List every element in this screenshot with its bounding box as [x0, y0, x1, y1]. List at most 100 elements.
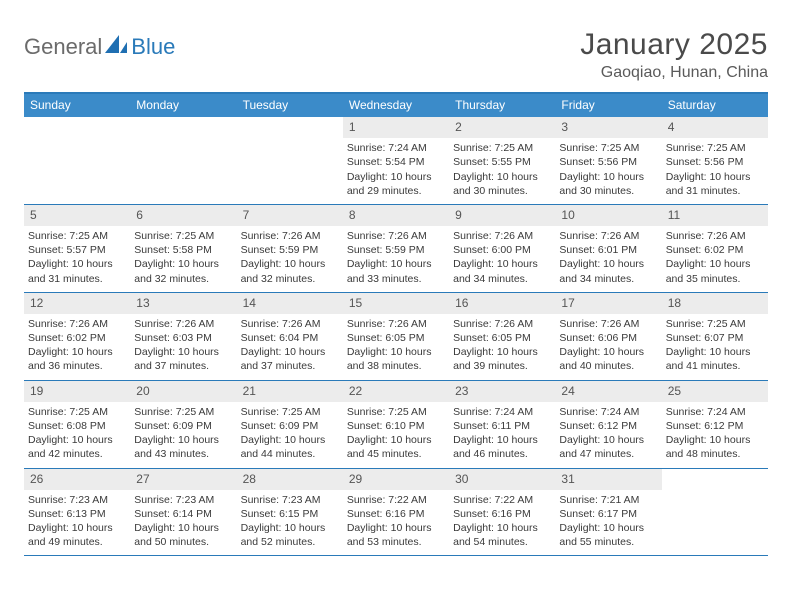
day-info-line: Daylight: 10 hours [134, 521, 232, 535]
calendar-page: General Blue January 2025 Gaoqiao, Hunan… [0, 0, 792, 576]
day-number: 18 [662, 293, 768, 314]
day-cell: 10Sunrise: 7:26 AMSunset: 6:01 PMDayligh… [555, 205, 661, 292]
weekday-header-row: SundayMondayTuesdayWednesdayThursdayFrid… [24, 94, 768, 117]
logo-text-blue: Blue [131, 34, 175, 60]
day-info-line: and 52 minutes. [241, 535, 339, 549]
day-info-line: Daylight: 10 hours [453, 521, 551, 535]
day-cell: 3Sunrise: 7:25 AMSunset: 5:56 PMDaylight… [555, 117, 661, 204]
week-row: 1Sunrise: 7:24 AMSunset: 5:54 PMDaylight… [24, 117, 768, 205]
day-info-line: and 32 minutes. [241, 272, 339, 286]
day-info-line: Sunrise: 7:23 AM [28, 493, 126, 507]
day-number: 3 [555, 117, 661, 138]
day-info-line: and 46 minutes. [453, 447, 551, 461]
day-info-line: and 50 minutes. [134, 535, 232, 549]
day-info-line: and 48 minutes. [666, 447, 764, 461]
day-info-line: and 30 minutes. [453, 184, 551, 198]
day-info-line: Sunset: 6:12 PM [559, 419, 657, 433]
day-cell [662, 469, 768, 556]
day-cell: 7Sunrise: 7:26 AMSunset: 5:59 PMDaylight… [237, 205, 343, 292]
day-info-line: and 43 minutes. [134, 447, 232, 461]
day-cell: 18Sunrise: 7:25 AMSunset: 6:07 PMDayligh… [662, 293, 768, 380]
day-info-line: and 35 minutes. [666, 272, 764, 286]
day-number: 26 [24, 469, 130, 490]
weekday-header: Tuesday [237, 94, 343, 117]
day-info-line: Daylight: 10 hours [347, 433, 445, 447]
week-row: 12Sunrise: 7:26 AMSunset: 6:02 PMDayligh… [24, 293, 768, 381]
day-info-line: Sunset: 6:08 PM [28, 419, 126, 433]
day-info-line: Sunset: 5:58 PM [134, 243, 232, 257]
day-cell: 16Sunrise: 7:26 AMSunset: 6:05 PMDayligh… [449, 293, 555, 380]
day-cell: 13Sunrise: 7:26 AMSunset: 6:03 PMDayligh… [130, 293, 236, 380]
day-info-line: Daylight: 10 hours [559, 345, 657, 359]
day-info-line: Daylight: 10 hours [453, 433, 551, 447]
day-info-line: and 39 minutes. [453, 359, 551, 373]
day-cell: 2Sunrise: 7:25 AMSunset: 5:55 PMDaylight… [449, 117, 555, 204]
day-info-line: Daylight: 10 hours [28, 345, 126, 359]
day-cell: 8Sunrise: 7:26 AMSunset: 5:59 PMDaylight… [343, 205, 449, 292]
day-number: 29 [343, 469, 449, 490]
day-number: 11 [662, 205, 768, 226]
day-number: 28 [237, 469, 343, 490]
day-info-line: and 34 minutes. [453, 272, 551, 286]
day-info-line: Sunrise: 7:24 AM [559, 405, 657, 419]
day-info-line: and 31 minutes. [28, 272, 126, 286]
day-info-line: Sunset: 6:10 PM [347, 419, 445, 433]
day-info-line: and 45 minutes. [347, 447, 445, 461]
day-info-line: Sunrise: 7:26 AM [241, 317, 339, 331]
weekday-header: Saturday [662, 94, 768, 117]
day-info-line: Daylight: 10 hours [241, 345, 339, 359]
day-info-line: Sunset: 6:12 PM [666, 419, 764, 433]
day-info-line: Sunset: 6:17 PM [559, 507, 657, 521]
day-number: 7 [237, 205, 343, 226]
day-number: 4 [662, 117, 768, 138]
day-info-line: Daylight: 10 hours [559, 170, 657, 184]
sail-icon [105, 35, 127, 60]
day-number: 19 [24, 381, 130, 402]
day-info-line: Sunset: 6:16 PM [347, 507, 445, 521]
day-number: 25 [662, 381, 768, 402]
day-info-line: Sunrise: 7:24 AM [453, 405, 551, 419]
day-cell: 30Sunrise: 7:22 AMSunset: 6:16 PMDayligh… [449, 469, 555, 556]
day-info-line: and 44 minutes. [241, 447, 339, 461]
day-info-line: and 33 minutes. [347, 272, 445, 286]
day-info-line: Sunrise: 7:24 AM [347, 141, 445, 155]
day-info-line: Sunrise: 7:24 AM [666, 405, 764, 419]
day-info-line: Daylight: 10 hours [453, 345, 551, 359]
day-info-line: and 37 minutes. [134, 359, 232, 373]
day-cell [237, 117, 343, 204]
day-cell: 25 Sunrise: 7:24 AMSunset: 6:12 PMDayligh… [662, 381, 768, 468]
day-number [24, 117, 130, 138]
day-number: 31 [555, 469, 661, 490]
day-info-line: Sunset: 6:09 PM [241, 419, 339, 433]
day-info-line: Sunset: 6:02 PM [666, 243, 764, 257]
logo-text-general: General [24, 34, 102, 60]
day-info-line: Sunset: 6:05 PM [347, 331, 445, 345]
day-number: 6 [130, 205, 236, 226]
day-cell: 6Sunrise: 7:25 AMSunset: 5:58 PMDaylight… [130, 205, 236, 292]
day-info-line: Sunrise: 7:23 AM [241, 493, 339, 507]
day-info-line: and 32 minutes. [134, 272, 232, 286]
day-info-line: Sunset: 5:59 PM [347, 243, 445, 257]
day-info-line: and 36 minutes. [28, 359, 126, 373]
day-number: 1 [343, 117, 449, 138]
logo: General Blue [24, 34, 175, 60]
header: General Blue January 2025 Gaoqiao, Hunan… [24, 28, 768, 82]
title-block: January 2025 Gaoqiao, Hunan, China [580, 28, 768, 82]
month-title: January 2025 [580, 28, 768, 62]
day-info-line: Sunset: 6:16 PM [453, 507, 551, 521]
day-info-line: Sunset: 6:01 PM [559, 243, 657, 257]
day-info-line: and 40 minutes. [559, 359, 657, 373]
week-row: 26Sunrise: 7:23 AMSunset: 6:13 PMDayligh… [24, 469, 768, 557]
day-info-line: Daylight: 10 hours [666, 170, 764, 184]
day-info-line: Sunrise: 7:22 AM [347, 493, 445, 507]
day-info-line: Daylight: 10 hours [666, 257, 764, 271]
day-info-line: Daylight: 10 hours [241, 257, 339, 271]
day-number: 20 [130, 381, 236, 402]
day-info-line: Sunset: 6:14 PM [134, 507, 232, 521]
day-info-line: Sunset: 5:57 PM [28, 243, 126, 257]
day-info-line: Sunrise: 7:26 AM [559, 317, 657, 331]
day-info-line: Daylight: 10 hours [666, 433, 764, 447]
day-info-line: Sunrise: 7:25 AM [347, 405, 445, 419]
week-row: 19 Sunrise: 7:25 AM Sunset: 6:08 PM Dayligh… [24, 381, 768, 469]
day-number: 15 [343, 293, 449, 314]
